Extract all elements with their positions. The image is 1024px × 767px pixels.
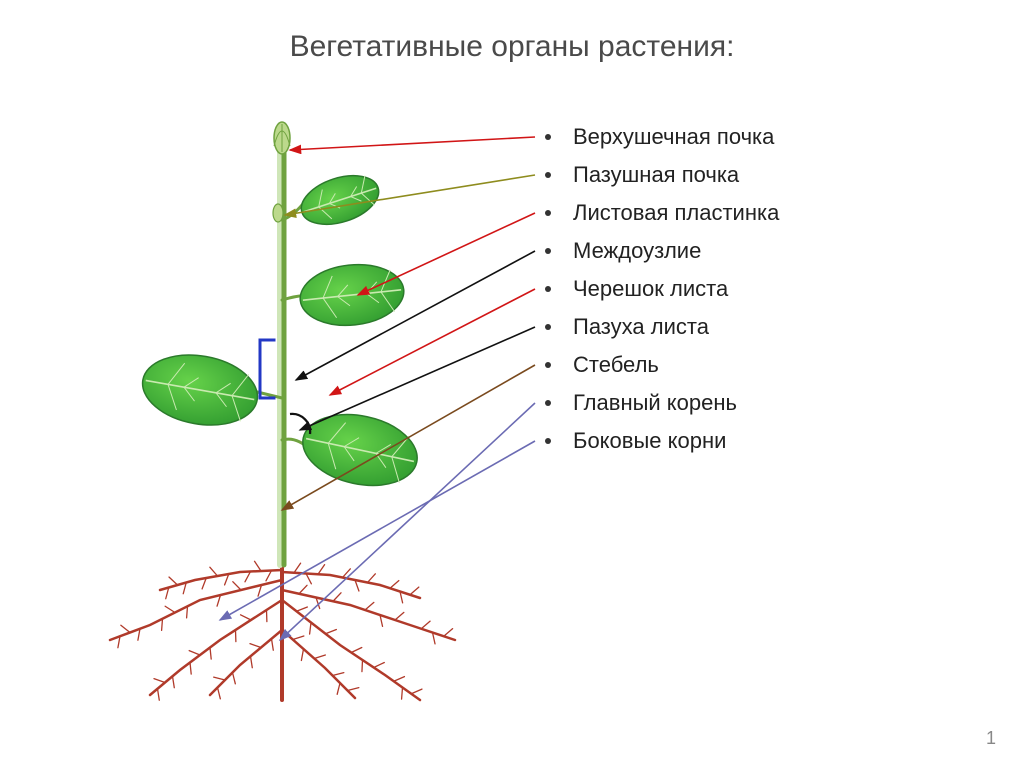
bullet-icon — [545, 438, 551, 444]
bullet-icon — [545, 362, 551, 368]
label-text: Листовая пластинка — [573, 200, 779, 226]
label-text: Боковые корни — [573, 428, 726, 454]
label-text: Главный корень — [573, 390, 737, 416]
label-row: Боковые корни — [545, 422, 779, 460]
label-text: Черешок листа — [573, 276, 728, 302]
bullet-icon — [545, 172, 551, 178]
bullet-icon — [545, 400, 551, 406]
label-row: Черешок листа — [545, 270, 779, 308]
label-text: Пазушная почка — [573, 162, 739, 188]
bullet-icon — [545, 286, 551, 292]
label-text: Верхушечная почка — [573, 124, 774, 150]
pointer-arrow — [290, 137, 535, 150]
label-text: Пазуха листа — [573, 314, 709, 340]
bullet-icon — [545, 324, 551, 330]
bullet-icon — [545, 134, 551, 140]
labels-list: Верхушечная почка Пазушная почка Листовая … — [545, 118, 779, 460]
bullet-icon — [545, 248, 551, 254]
plant-diagram — [0, 0, 1024, 767]
label-row: Главный корень — [545, 384, 779, 422]
pointer-arrow — [358, 213, 535, 295]
label-row: Пазушная почка — [545, 156, 779, 194]
label-row: Междоузлие — [545, 232, 779, 270]
page-number: 1 — [986, 728, 996, 749]
label-row: Верхушечная почка — [545, 118, 779, 156]
bullet-icon — [545, 210, 551, 216]
label-text: Стебель — [573, 352, 659, 378]
label-row: Пазуха листа — [545, 308, 779, 346]
pointer-arrow — [300, 327, 535, 430]
label-text: Междоузлие — [573, 238, 701, 264]
label-row: Стебель — [545, 346, 779, 384]
label-row: Листовая пластинка — [545, 194, 779, 232]
